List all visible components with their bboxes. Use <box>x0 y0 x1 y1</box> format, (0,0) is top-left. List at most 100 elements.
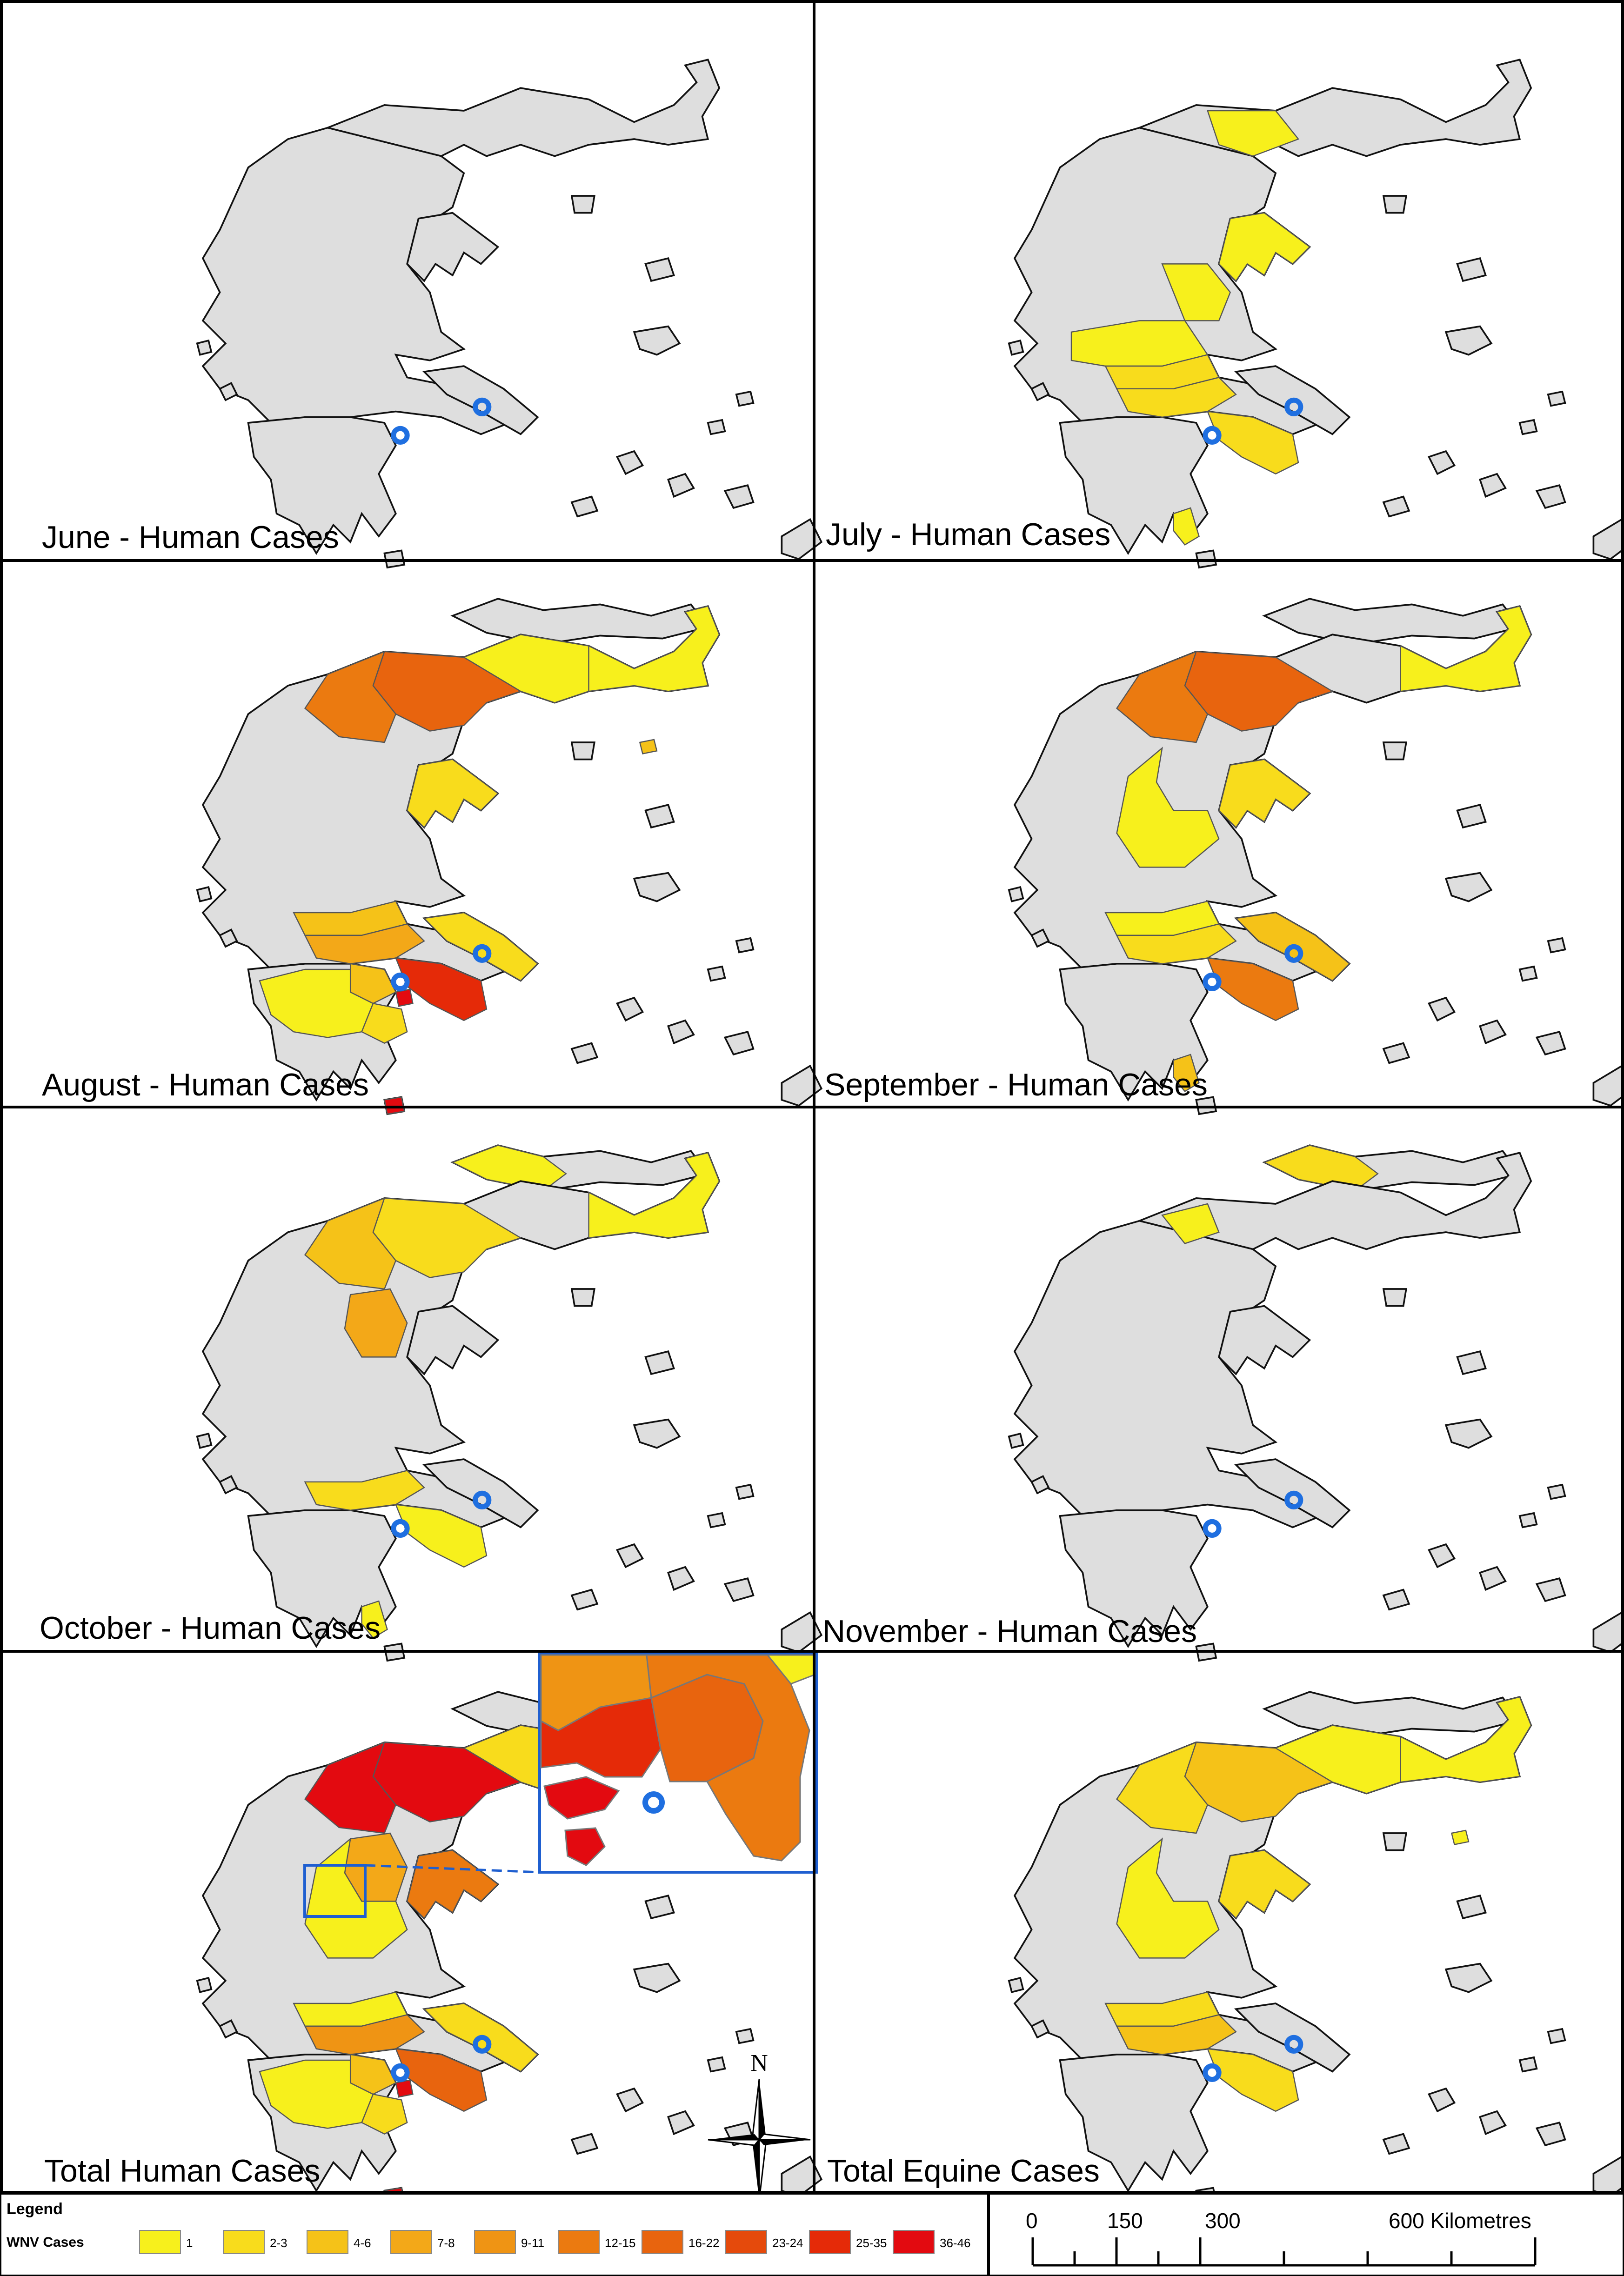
inset-region-west-attica <box>540 1697 662 1778</box>
region-chalkidiki <box>1218 759 1311 828</box>
region-salamina <box>395 988 414 1007</box>
scale-label-600: 600 Kilometres <box>1389 2209 1531 2233</box>
legend: Legend WNV Cases 1 2-3 4-6 7-8 9-11 12-15 16-2… <box>0 2192 990 2276</box>
legend-swatch-23-24 <box>725 2230 767 2254</box>
region-thessaly <box>1116 747 1220 868</box>
north-arrow: N <box>708 2050 811 2201</box>
legend-label-36-46: 36-46 <box>940 2236 971 2250</box>
inset-region-aegina <box>564 1827 606 1866</box>
legend-swatch-4-6 <box>307 2230 348 2254</box>
location-marker <box>473 1490 492 1509</box>
location-marker <box>473 397 492 416</box>
greece-map-september <box>1008 605 1624 1192</box>
map-panel-july: July - Human Cases <box>826 59 1624 645</box>
legend-swatch-25-35 <box>809 2230 851 2254</box>
legend-swatch-9-11 <box>474 2230 516 2254</box>
scale-bar: 0 150 300 600 Kilometres <box>987 2192 1624 2276</box>
location-marker <box>473 2035 492 2054</box>
panel-title: November - Human Cases <box>822 1614 1197 1649</box>
map-panel-total-equine: Total Equine Cases <box>827 1696 1624 2276</box>
panel-title: Total Equine Cases <box>827 2153 1100 2189</box>
scale-label-0: 0 <box>1026 2209 1038 2233</box>
region-corinth <box>349 963 397 1004</box>
location-marker <box>1284 2035 1303 2054</box>
greece-map-october <box>196 1152 822 1738</box>
location-marker <box>1284 1490 1303 1509</box>
legend-label-23-24: 23-24 <box>772 2236 803 2250</box>
location-marker <box>1203 2063 1222 2082</box>
legend-swatch-12-15 <box>558 2230 600 2254</box>
region-pieria <box>344 1288 408 1358</box>
inset-attica-map <box>538 1652 818 1874</box>
region-attica <box>1206 411 1299 475</box>
region-thessaloniki-north <box>1207 110 1300 157</box>
location-marker <box>1203 1519 1222 1538</box>
legend-swatch-16-22 <box>642 2230 683 2254</box>
region-thessaly <box>1116 1837 1220 1959</box>
greece-map-august <box>196 605 822 1192</box>
region-boeotia <box>1116 377 1237 418</box>
location-marker <box>1203 972 1222 991</box>
inset-location-marker <box>642 1791 665 1814</box>
scale-label-300: 300 <box>1205 2209 1241 2233</box>
region-boeotia <box>304 923 425 965</box>
inset-region-salamina <box>543 1776 620 1820</box>
region-chalkidiki <box>406 759 499 828</box>
region-boeotia <box>304 2014 425 2056</box>
legend-swatch-7-8 <box>390 2230 432 2254</box>
greece-landmass <box>1008 1152 1624 1738</box>
legend-swatch-36-46 <box>893 2230 935 2254</box>
region-crete <box>451 1144 567 1192</box>
region-boeotia <box>1116 923 1237 965</box>
location-marker <box>391 972 410 991</box>
legend-label-16-22: 16-22 <box>688 2236 720 2250</box>
scale-label-150: 150 <box>1107 2209 1143 2233</box>
greece-map-july <box>1008 59 1624 645</box>
legend-label-1: 1 <box>186 2236 193 2250</box>
region-attica <box>1206 957 1299 1021</box>
region-argolida <box>361 2093 408 2135</box>
legend-label-12-15: 12-15 <box>605 2236 636 2250</box>
region-laconia <box>1173 1054 1200 1092</box>
panel-title: Total Human Cases <box>44 2153 320 2189</box>
location-marker <box>391 2063 410 2082</box>
region-attica <box>394 1504 488 1568</box>
region-thrace <box>1400 1696 1532 1783</box>
location-marker <box>1203 426 1222 445</box>
map-panel-june: June - Human Cases <box>42 59 822 645</box>
region-chalkidiki <box>406 1849 499 1919</box>
legend-label: WNV Cases <box>7 2235 84 2250</box>
legend-label-4-6: 4-6 <box>354 2236 371 2250</box>
panel-title: June - Human Cases <box>42 520 339 555</box>
legend-label-7-8: 7-8 <box>437 2236 455 2250</box>
location-marker <box>391 426 410 445</box>
legend-label-9-11: 9-11 <box>521 2236 544 2250</box>
location-marker <box>1284 944 1303 963</box>
location-marker <box>473 944 492 963</box>
legend-swatch-1 <box>139 2230 181 2254</box>
region-attica <box>394 2048 488 2112</box>
legend-label-2-3: 2-3 <box>270 2236 287 2250</box>
region-boeotia <box>304 1470 425 1511</box>
north-label: N <box>750 2050 768 2076</box>
region-kythira <box>383 1096 405 1115</box>
map-panel-september: September - Human Cases <box>824 605 1624 1192</box>
region-crete <box>1263 1144 1379 1192</box>
map-panel-august: August - Human Cases <box>42 605 822 1192</box>
legend-label-25-35: 25-35 <box>856 2236 887 2250</box>
map-panel-october: October - Human Cases <box>40 1152 822 1738</box>
region-central-macedonia <box>372 1197 522 1278</box>
legend-swatch-2-3 <box>223 2230 265 2254</box>
region-thrace <box>588 605 720 692</box>
map-panel-november: November - Human Cases <box>822 1152 1624 1738</box>
panel-title: September - Human Cases <box>824 1067 1208 1102</box>
region-thrace <box>588 1152 720 1239</box>
region-salamina <box>395 2079 414 2098</box>
region-pella <box>1161 1203 1220 1244</box>
inset-extent-box <box>303 1864 367 1918</box>
greece-landmass <box>196 59 822 645</box>
region-chalkidiki <box>1218 1849 1311 1919</box>
inset-region-east-attica <box>646 1654 810 1862</box>
legend-title: Legend <box>7 2200 63 2218</box>
